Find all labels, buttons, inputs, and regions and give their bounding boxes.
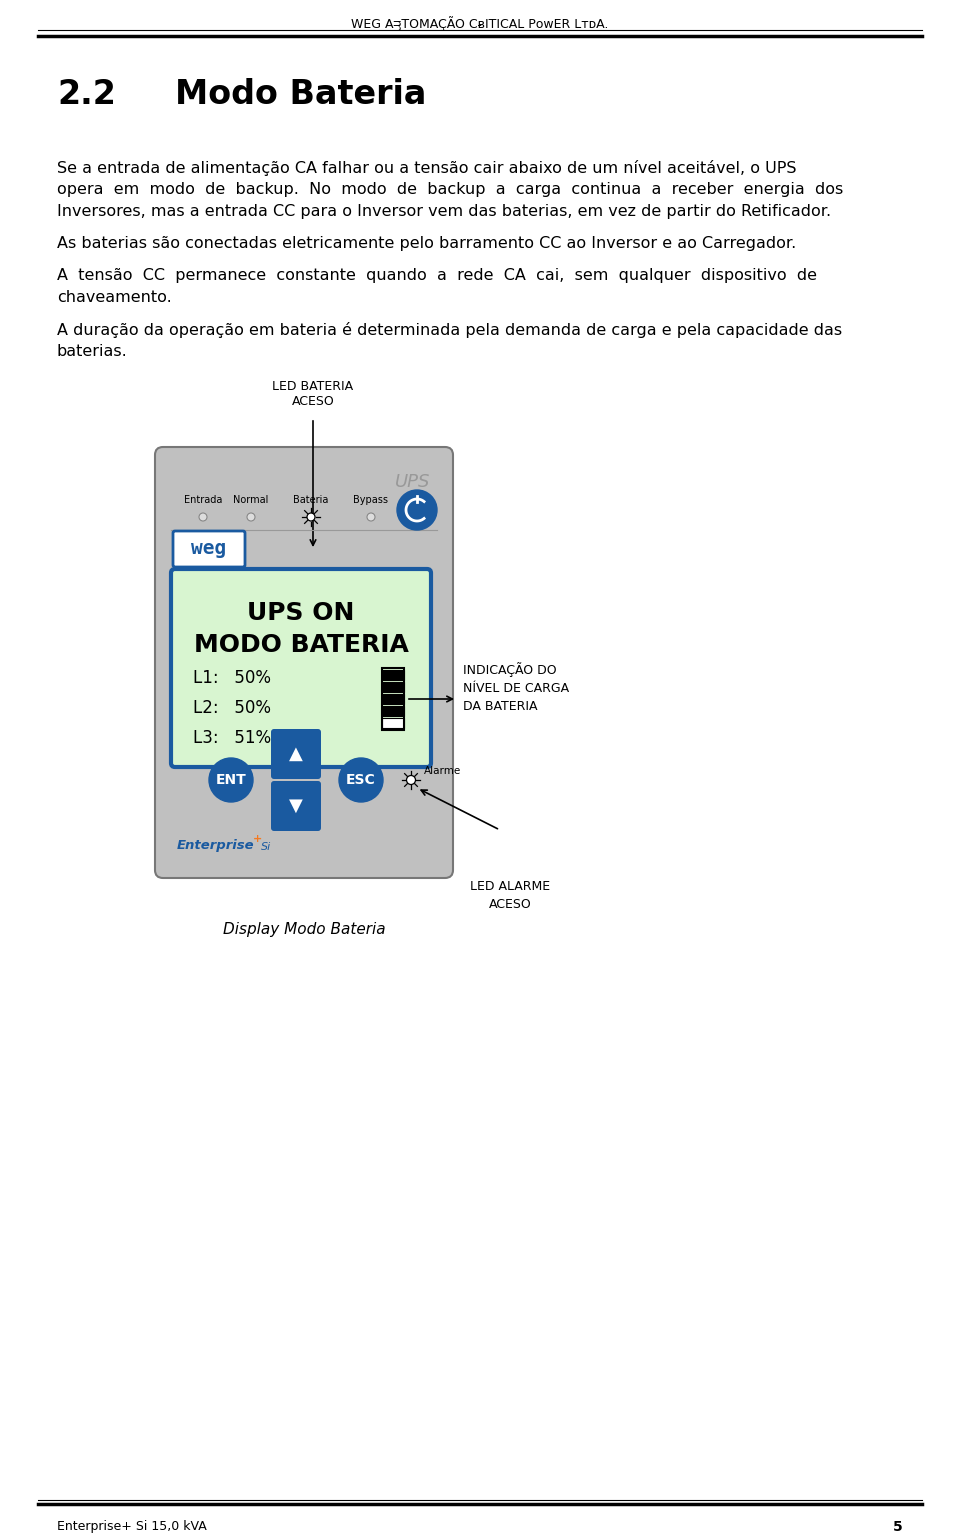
- Text: ESC: ESC: [347, 773, 376, 787]
- Text: As baterias são conectadas eletricamente pelo barramento CC ao Inversor e ao Car: As baterias são conectadas eletricamente…: [57, 236, 796, 251]
- Bar: [382, 670, 404, 681]
- Bar: [382, 668, 404, 730]
- Text: MODO BATERIA: MODO BATERIA: [194, 633, 408, 658]
- FancyBboxPatch shape: [171, 568, 431, 767]
- FancyBboxPatch shape: [173, 531, 245, 567]
- Text: Bateria: Bateria: [294, 494, 328, 505]
- Circle shape: [397, 490, 437, 530]
- Text: A  tensão  CC  permanece  constante  quando  a  rede  CA  cai,  sem  qualquer  d: A tensão CC permanece constante quando a…: [57, 268, 817, 283]
- Text: L3:   51%: L3: 51%: [193, 728, 271, 747]
- Text: UPS: UPS: [395, 473, 430, 491]
- Text: Entrada: Entrada: [183, 494, 222, 505]
- Text: L2:   50%: L2: 50%: [193, 699, 271, 718]
- Text: Alarme: Alarme: [424, 765, 461, 776]
- Bar: [382, 705, 404, 716]
- Text: UPS ON: UPS ON: [248, 601, 354, 625]
- Bar: [382, 695, 404, 704]
- Circle shape: [247, 513, 255, 521]
- FancyBboxPatch shape: [155, 447, 453, 878]
- Circle shape: [406, 776, 416, 784]
- Text: 2.2: 2.2: [57, 79, 116, 111]
- Text: ▼: ▼: [289, 798, 303, 815]
- Text: ▲: ▲: [289, 745, 303, 762]
- Text: Inversores, mas a entrada CC para o Inversor vem das baterias, em vez de partir : Inversores, mas a entrada CC para o Inve…: [57, 203, 831, 219]
- Text: +: +: [253, 835, 262, 844]
- Text: L1:   50%: L1: 50%: [193, 668, 271, 687]
- Bar: [382, 682, 404, 691]
- FancyBboxPatch shape: [271, 728, 321, 779]
- Text: INDICAÇÃO DO
NÍVEL DE CARGA
DA BATERIA: INDICAÇÃO DO NÍVEL DE CARGA DA BATERIA: [463, 662, 569, 713]
- Text: LED ALARME
ACESO: LED ALARME ACESO: [470, 879, 550, 912]
- Text: baterias.: baterias.: [57, 343, 128, 359]
- Text: LED BATERIA
ACESO: LED BATERIA ACESO: [273, 380, 353, 408]
- Text: opera  em  modo  de  backup.  No  modo  de  backup  a  carga  continua  a  receb: opera em modo de backup. No modo de back…: [57, 182, 843, 197]
- Circle shape: [339, 758, 383, 802]
- Text: WEG AᴟTOMAÇÃO CᴃITICAL PᴏᴡER LᴛᴅA.: WEG AᴟTOMAÇÃO CᴃITICAL PᴏᴡER LᴛᴅA.: [351, 15, 609, 31]
- Text: chaveamento.: chaveamento.: [57, 290, 172, 305]
- Text: weg: weg: [191, 539, 227, 559]
- Circle shape: [367, 513, 375, 521]
- Text: Display Modo Bateria: Display Modo Bateria: [223, 922, 385, 936]
- FancyBboxPatch shape: [271, 781, 321, 832]
- Text: Se a entrada de alimentação CA falhar ou a tensão cair abaixo de um nível aceitá: Se a entrada de alimentação CA falhar ou…: [57, 160, 797, 176]
- Text: Si: Si: [261, 842, 272, 852]
- Text: Enterprise+ Si 15,0 kVA: Enterprise+ Si 15,0 kVA: [57, 1520, 206, 1532]
- Text: A duração da operação em bateria é determinada pela demanda de carga e pela capa: A duração da operação em bateria é deter…: [57, 322, 842, 337]
- Bar: [382, 718, 404, 728]
- Circle shape: [199, 513, 207, 521]
- Circle shape: [209, 758, 253, 802]
- Text: Normal: Normal: [233, 494, 269, 505]
- Text: Modo Bateria: Modo Bateria: [175, 79, 426, 111]
- Circle shape: [307, 513, 315, 521]
- Text: 5: 5: [893, 1520, 903, 1534]
- Text: Bypass: Bypass: [353, 494, 389, 505]
- Text: ENT: ENT: [216, 773, 247, 787]
- Text: Enterprise: Enterprise: [177, 838, 254, 852]
